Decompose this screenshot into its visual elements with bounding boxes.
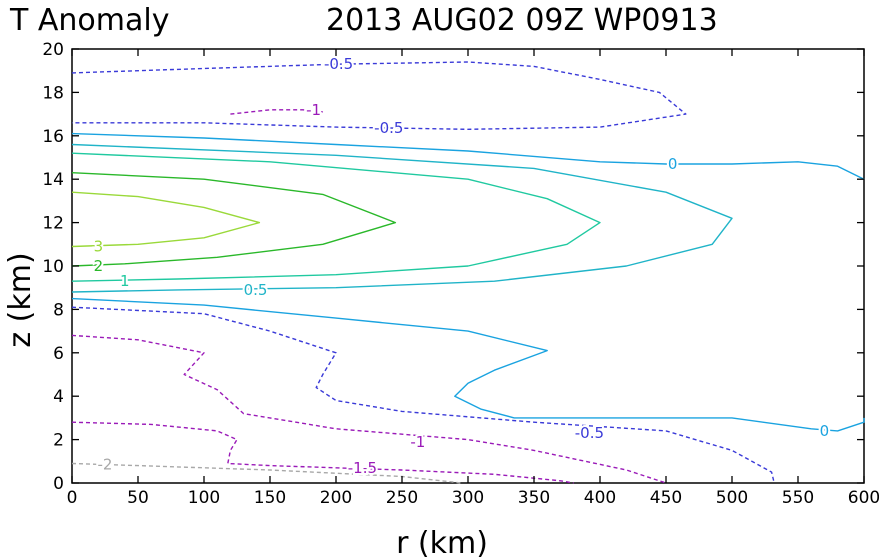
contour-line-level-2-1 [71, 172, 397, 267]
x-tick-label-250: 250 [386, 488, 418, 508]
y-tick-label-0: 0 [53, 474, 64, 494]
y-tick-label-12: 12 [42, 214, 64, 234]
contour-label-9: -1 [410, 433, 425, 451]
contour-label-12: 0 [820, 422, 830, 440]
chart-title: T Anomaly [9, 3, 169, 38]
x-tick-label-450: 450 [650, 488, 682, 508]
contour-label-2: -0.5 [374, 119, 403, 137]
contour-line-level-neg1-8 [230, 109, 323, 115]
y-tick-label-18: 18 [42, 83, 64, 103]
contour-line-level-neg1-9 [71, 334, 667, 484]
x-tick-label-500: 500 [716, 488, 748, 508]
contour-line-level-0.5-3 [71, 143, 733, 293]
contour-label-3: 0 [668, 155, 678, 173]
x-axis-title: r (km) [396, 526, 488, 559]
x-tick-label-350: 350 [518, 488, 550, 508]
x-tick-label-600: 600 [848, 488, 879, 508]
contour-line-level-neg0.5-6 [71, 61, 687, 130]
contour-label-6: 1 [120, 272, 130, 290]
contour-line-level-1-2 [71, 152, 601, 282]
contour-label-layer: -0.5 -1 -0.5 0 321 0.5 -0.5 -1 -1.5 -2 0 [92, 53, 832, 479]
contour-label-4: 3 [94, 238, 104, 256]
x-tick-label-550: 550 [782, 488, 814, 508]
contour-layer [71, 61, 865, 484]
contour-label-11: -2 [98, 456, 113, 474]
x-tick-label-50: 50 [127, 488, 149, 508]
contour-label-1: -1 [306, 101, 321, 119]
y-tick-label-4: 4 [53, 387, 64, 407]
contour-label-8: -0.5 [575, 424, 604, 442]
contour-label-5: 2 [94, 257, 104, 275]
contour-label-7: 0.5 [244, 281, 268, 299]
contour-line-level-neg2-11 [71, 462, 462, 484]
chart-subtitle: 2013 AUG02 09Z WP0913 [326, 3, 718, 38]
contour-line-level-0-5 [71, 297, 865, 432]
y-tick-label-16: 16 [42, 127, 64, 147]
contour-line-level-0-4 [71, 132, 865, 180]
contour-line-level-neg1.5-10 [71, 421, 574, 484]
y-tick-label-10: 10 [42, 257, 64, 277]
contour-label-10: -1.5 [348, 459, 377, 477]
x-tick-label-200: 200 [320, 488, 352, 508]
x-tick-label-400: 400 [584, 488, 616, 508]
x-tick-label-150: 150 [254, 488, 286, 508]
contour-label-0: -0.5 [324, 55, 353, 73]
x-tick-label-100: 100 [188, 488, 220, 508]
axis-ticks: 0 50 100 150 200 250 300 350 400 450 500 550 6000246… [42, 40, 879, 508]
x-tick-label-0: 0 [67, 488, 78, 508]
y-tick-label-14: 14 [42, 170, 64, 190]
y-tick-label-8: 8 [53, 300, 64, 320]
y-tick-label-6: 6 [53, 344, 64, 364]
contour-line-level-3-0 [71, 191, 261, 248]
y-tick-label-2: 2 [53, 431, 64, 451]
y-tick-label-20: 20 [42, 40, 64, 60]
contour-line-level-neg0.5-7 [71, 306, 775, 484]
x-tick-label-300: 300 [452, 488, 484, 508]
y-axis-title: z (km) [3, 252, 38, 347]
